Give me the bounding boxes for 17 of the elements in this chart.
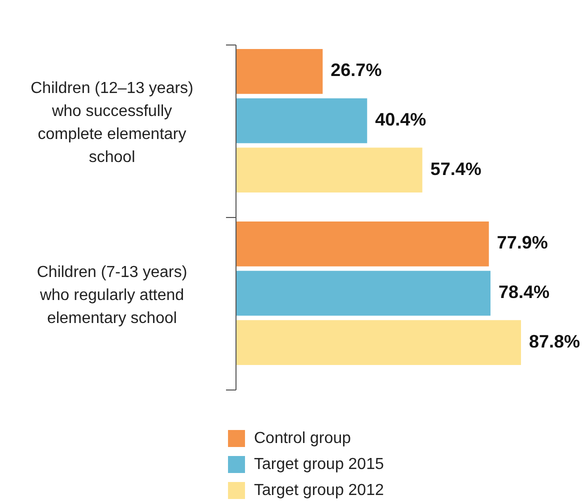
bar (236, 49, 323, 94)
bar (236, 320, 521, 365)
y-tick-label: Children (12–13 years) who successfully complete elementary school (30, 80, 194, 166)
legend-label: Target group 2012 (254, 482, 384, 500)
bar (236, 222, 489, 266)
legend-label: Control group (254, 430, 352, 448)
data-label: 40.4% (375, 110, 426, 130)
data-label: 78.4% (498, 282, 550, 302)
bar (236, 148, 422, 192)
bar (236, 270, 490, 316)
bar (236, 98, 368, 144)
data-label: 77.9% (496, 232, 548, 253)
data-label: 26.7% (330, 60, 382, 80)
y-tick-label: Children (7-13 years) who regularly attend elementary school (36, 264, 188, 327)
data-label: 57.4% (430, 158, 482, 179)
data-label: 87.8% (529, 331, 580, 352)
legend-label: Target group 2015 (254, 456, 384, 474)
